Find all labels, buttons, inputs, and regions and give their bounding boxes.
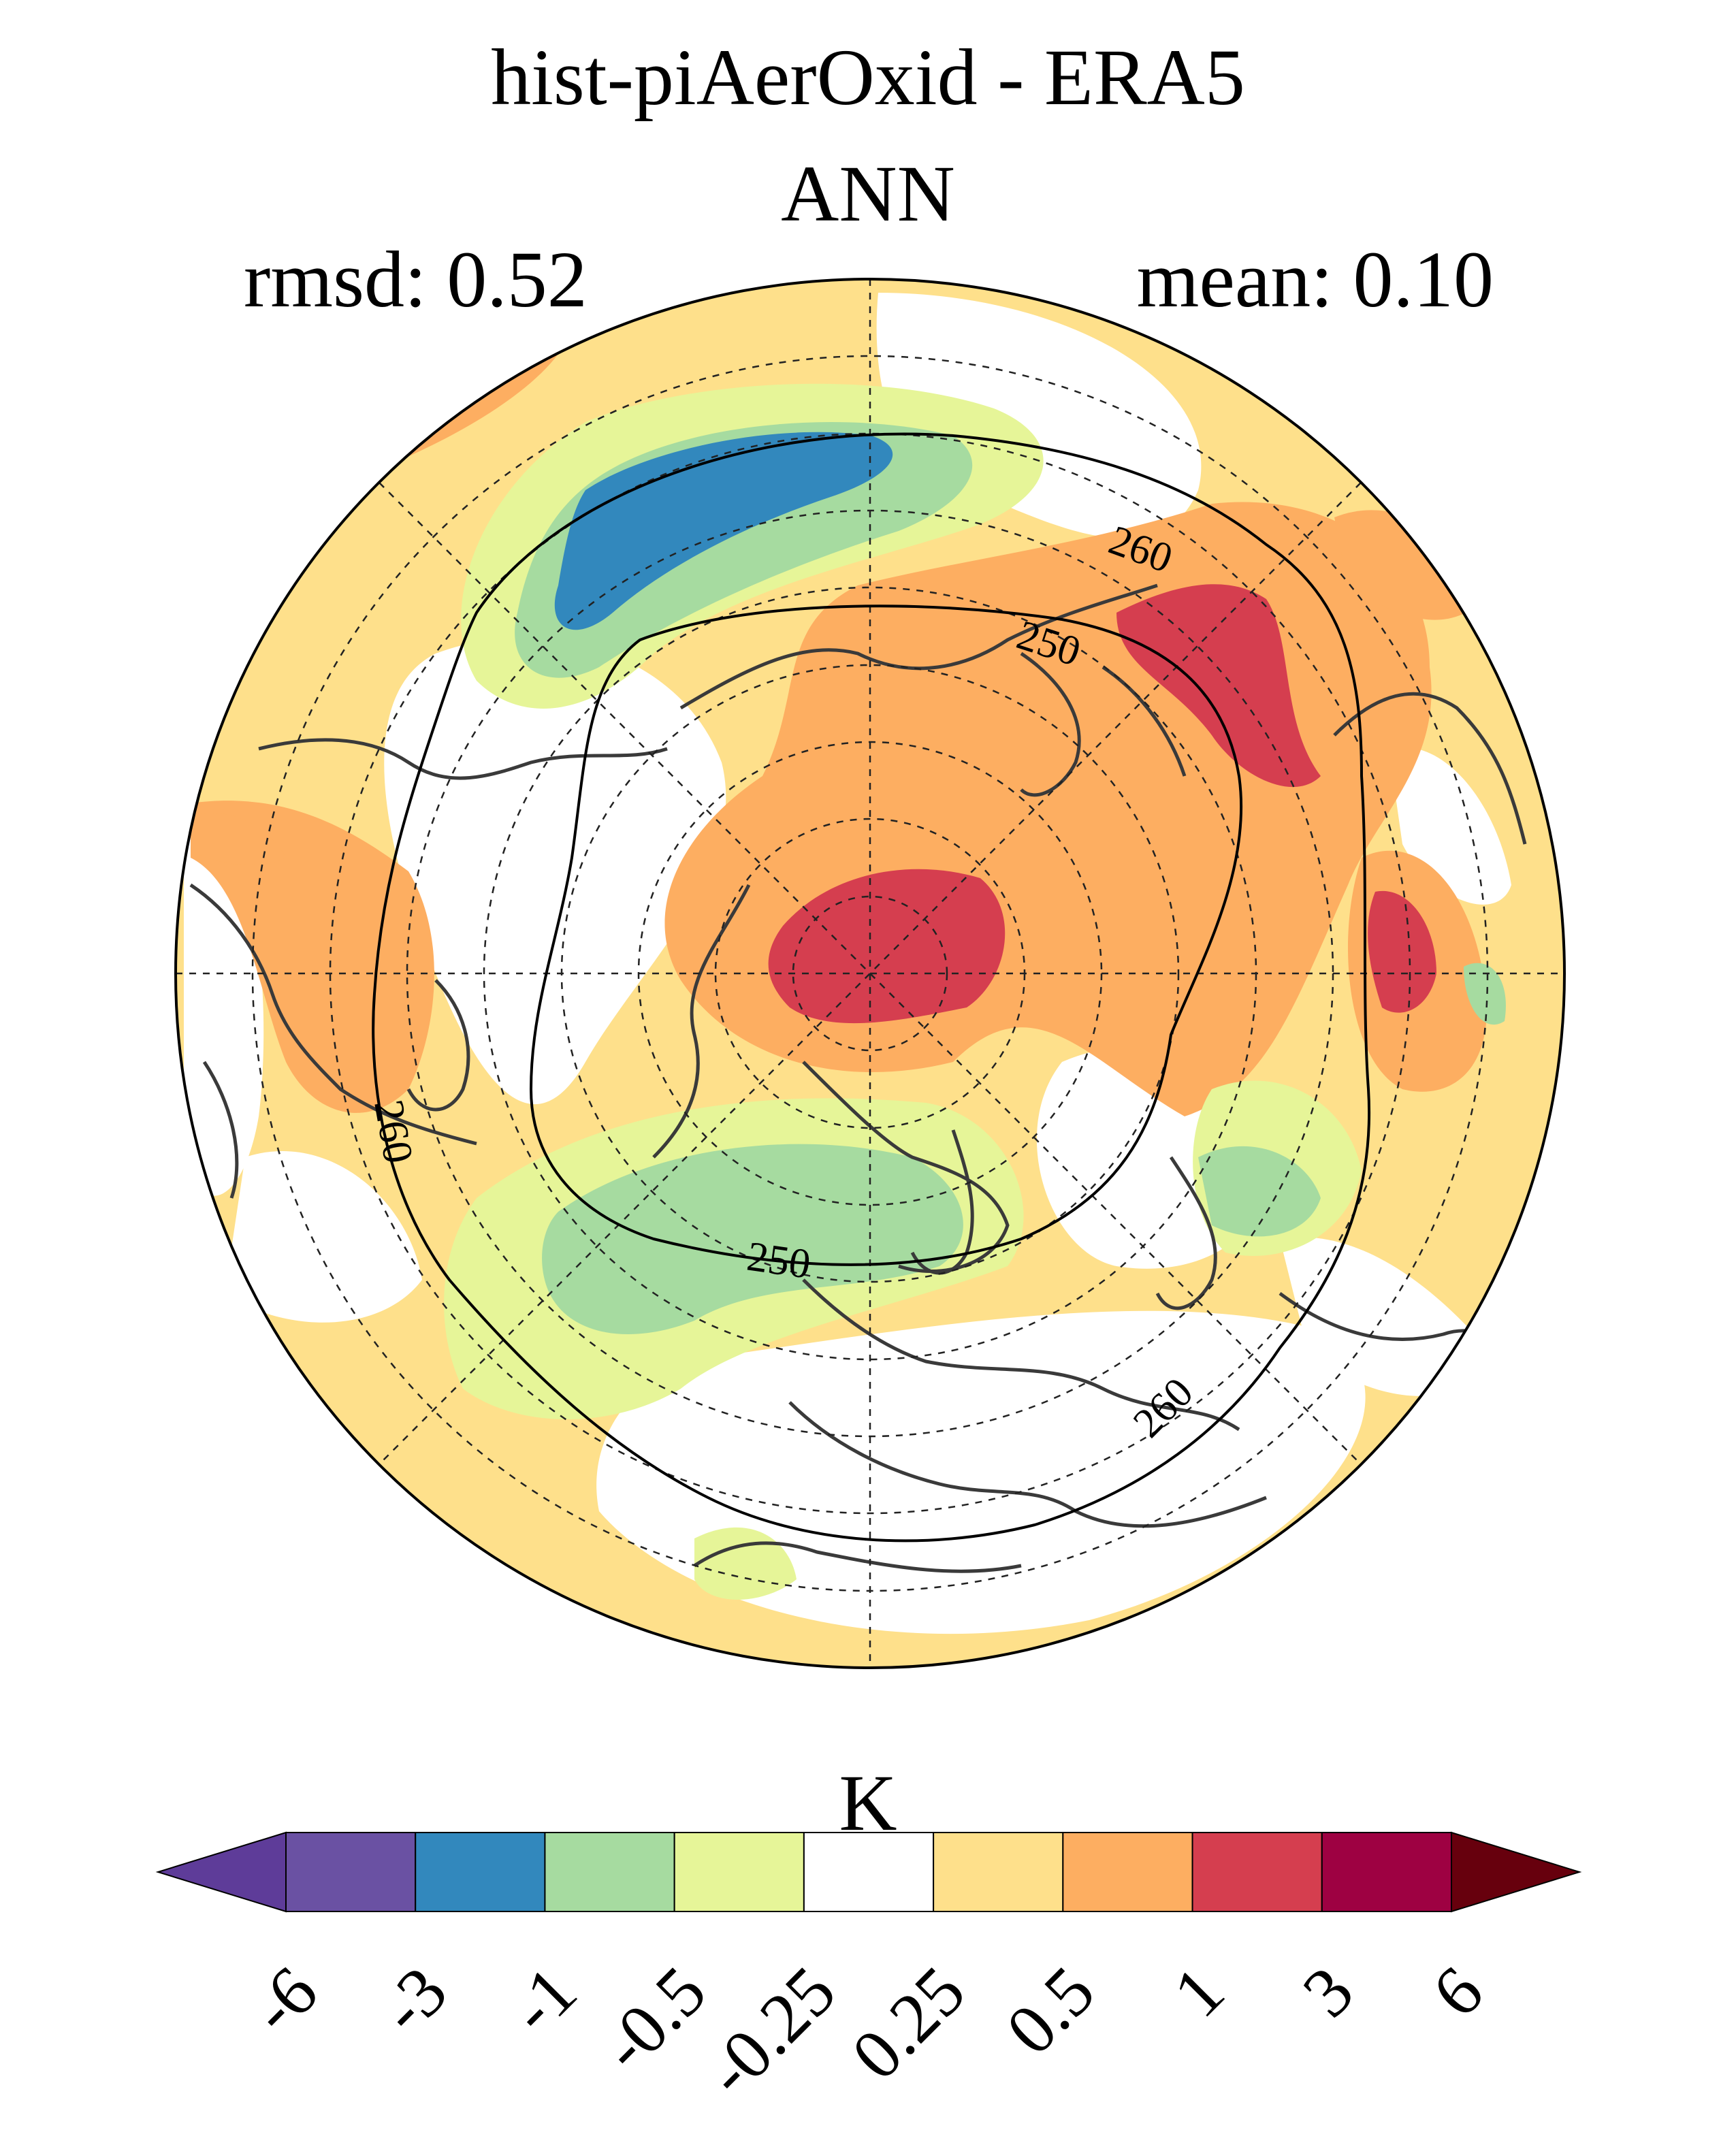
colorbar-box [415, 1832, 546, 1912]
season-label: ANN [781, 149, 955, 238]
field-orange-region [191, 813, 286, 865]
polar-map [176, 279, 1564, 1668]
map-border [174, 278, 1566, 1669]
temperature-contours [372, 432, 1370, 1543]
colorbar-tick-label: -0.25 [691, 1952, 851, 2112]
colorbar-ticks: -6 -3 -1-0.5-0.250.25 0.5 1 3 6 [236, 1952, 1498, 2112]
colorbar-box [1321, 1832, 1453, 1912]
colorbar-box [933, 1832, 1064, 1912]
contour-label: 260 [365, 1097, 421, 1167]
rmsd-label: rmsd: 0.52 [244, 235, 588, 324]
field-green-region [1198, 1146, 1321, 1237]
colorbar-extend-low [155, 1831, 287, 1913]
colorbar-box [673, 1832, 805, 1912]
field-red-region [768, 869, 1006, 1024]
field-lightgreen-region [694, 1527, 797, 1600]
contour-label: 250 [744, 1233, 814, 1288]
colorbar-box [544, 1832, 675, 1912]
colorbar-unit: K [839, 1758, 897, 1847]
colorbar-box [1062, 1832, 1193, 1912]
field-blue-region [554, 432, 893, 630]
colorbar-tick-label: -1 [494, 1952, 592, 2049]
colorbar-tick-label: -3 [365, 1952, 462, 2049]
colorbar-tick-label: 6 [1417, 1952, 1498, 2032]
field-white-region [225, 1151, 422, 1323]
colorbar-tick-label: 0.5 [991, 1952, 1109, 2069]
colorbar-tick-label: 3 [1288, 1952, 1368, 2032]
mean-label: mean: 0.10 [1136, 235, 1494, 324]
plot-title: hist-piAerOxid - ERA5 [491, 33, 1245, 122]
field-white-region [1280, 1237, 1498, 1396]
colorbar-tick-label: 0.25 [837, 1952, 980, 2095]
colorbar-box [1191, 1832, 1323, 1912]
field-green-region [542, 1144, 963, 1334]
colorbar-extend-high [1451, 1831, 1582, 1913]
field-green-region [1464, 963, 1506, 1025]
field-orange-region [1334, 510, 1484, 620]
field-red-region [1368, 890, 1436, 1013]
field-white-region [596, 1310, 1366, 1634]
colorbar-box [285, 1832, 417, 1912]
contour-260 [372, 432, 1370, 1543]
field-red-region [1116, 584, 1321, 788]
colorbar-tick-label: 1 [1159, 1952, 1239, 2032]
colorbar [155, 1831, 1582, 1913]
dashed-graticule [176, 279, 1564, 1668]
contour-250 [529, 604, 1243, 1266]
colorbar-tick-label: -6 [236, 1952, 333, 2049]
